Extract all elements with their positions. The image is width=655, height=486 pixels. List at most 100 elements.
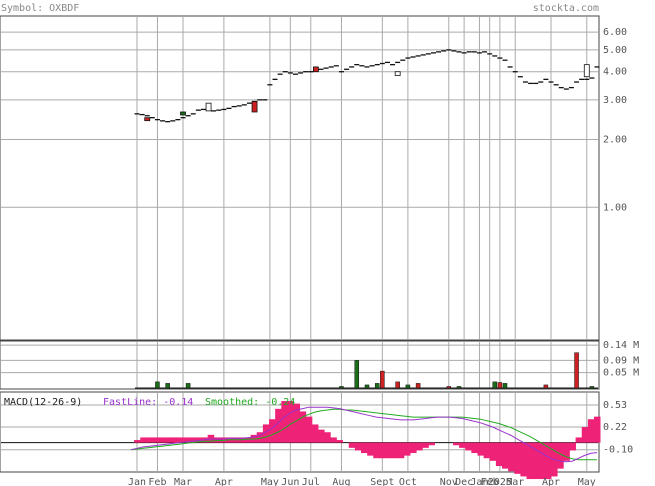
volume-bar	[589, 386, 595, 389]
price-grid	[1, 17, 598, 339]
macd-smooth-line	[130, 408, 597, 461]
macd-hist-bar	[183, 437, 190, 443]
macd-fast-label: FastLine: -0.14	[103, 397, 193, 408]
price-y-tick: 2.00	[603, 134, 627, 145]
price-series	[134, 49, 600, 123]
x-tick-label: May	[261, 477, 279, 486]
macd-hist-bar	[459, 442, 466, 448]
x-tick-label: Apr	[215, 477, 233, 486]
x-tick-label: Feb	[481, 477, 499, 486]
x-tick-label: Feb	[148, 477, 166, 486]
volume-bar	[543, 384, 549, 389]
macd-hist-bar	[189, 437, 196, 443]
price-y-tick: 4.00	[603, 67, 627, 78]
x-tick-label: Jan	[128, 477, 146, 486]
volume-bar	[155, 381, 160, 389]
volume-bar	[185, 383, 191, 389]
volume-grid	[1, 342, 598, 389]
macd-hist-bar	[569, 442, 576, 451]
macd-hist-bar	[275, 408, 282, 443]
macd-hist-bar	[170, 437, 178, 443]
x-tick-label: Oct	[399, 477, 417, 486]
x-tick-label: Mar	[174, 477, 192, 486]
macd-hist-bar	[379, 442, 386, 459]
macd-hist-bar	[514, 442, 521, 474]
volume-y-tick: 0.09 M	[603, 355, 639, 366]
macd-hist-bar	[158, 437, 166, 443]
macd-hist-bar	[367, 442, 374, 456]
x-axis-labels: Jan Feb Mar Apr May Jun Jul Aug Sept Oct NovDecJan…	[128, 477, 596, 486]
price-y-tick: 5.00	[603, 45, 627, 56]
macd-hist-bar	[594, 416, 601, 443]
macd-hist-bar	[262, 424, 270, 443]
x-tick-label: Jun	[281, 477, 299, 486]
macd-fast-line	[130, 406, 598, 463]
x-tick-label: May	[578, 477, 596, 486]
macd-hist-bar	[489, 442, 497, 461]
macd-hist-bar	[557, 442, 564, 469]
macd-hist-bar	[532, 442, 540, 480]
price-candle	[583, 64, 590, 78]
volume-bar	[502, 383, 508, 389]
x-tick-label: Apr	[542, 477, 560, 486]
macd-hist-bar	[483, 442, 491, 459]
macd-hist-bar	[477, 442, 484, 456]
macd-hist-bar	[330, 437, 337, 443]
macd-hist-bar	[281, 401, 288, 443]
x-tick-label: 2025	[488, 477, 512, 486]
x-tick-label: Nov	[440, 477, 458, 486]
price-candle	[312, 66, 319, 73]
x-tick-label: Sept	[370, 477, 394, 486]
macd-hist-bar	[526, 442, 534, 480]
x-tick-label: Jan	[470, 477, 488, 486]
macd-hist-bar	[587, 419, 595, 443]
macd-hist-bar	[269, 419, 276, 443]
macd-hist-bar	[311, 424, 319, 443]
x-tick-label: Jul	[302, 477, 320, 486]
macd-hist-bar	[293, 403, 301, 443]
volume-bar	[395, 381, 400, 389]
volume-bar	[497, 382, 503, 389]
macd-hist-bar	[520, 442, 527, 477]
macd-y-axis: 0.53 0.22 -0.10	[603, 400, 633, 456]
x-tick-label: Mar	[506, 477, 524, 486]
volume-bar	[446, 386, 452, 389]
volume-bars	[155, 352, 595, 389]
volume-y-tick: 0.14 M	[603, 340, 639, 351]
price-y-tick: 1.00	[603, 202, 627, 213]
macd-hist-bar	[544, 442, 552, 480]
volume-bar	[374, 383, 380, 389]
price-y-tick: 3.00	[603, 95, 627, 106]
macd-hist-bar	[416, 442, 423, 451]
macd-hist-bar	[575, 437, 583, 443]
volume-bar	[574, 352, 579, 389]
macd-hist-bar	[324, 432, 331, 443]
volume-panel	[0, 340, 600, 390]
macd-y-tick: 0.53	[603, 400, 627, 411]
macd-y-tick: 0.22	[603, 422, 627, 433]
macd-hist-bar	[452, 442, 460, 446]
symbol-label: Symbol: OXBDF	[1, 3, 79, 14]
macd-hist-bar	[422, 442, 429, 448]
macd-hist-bar	[140, 437, 147, 443]
macd-hist-bar	[348, 442, 356, 448]
volume-bar	[405, 384, 411, 389]
macd-y-tick: -0.10	[603, 445, 633, 456]
macd-hist-bar	[397, 442, 405, 459]
volume-bar	[380, 370, 385, 389]
macd-hist-bar	[495, 442, 503, 467]
macd-hist-bar	[336, 440, 343, 443]
macd-hist-bar	[256, 432, 264, 443]
macd-histogram	[134, 401, 601, 480]
macd-hist-bar	[361, 442, 368, 454]
volume-bar	[415, 383, 421, 389]
x-tick-label: Aug	[332, 477, 350, 486]
price-y-tick: 6.00	[603, 27, 627, 38]
price-candle	[251, 101, 258, 113]
macd-hist-bar	[152, 437, 160, 443]
macd-hist-bar	[305, 416, 313, 443]
macd-lines	[130, 406, 598, 463]
volume-bar	[354, 360, 360, 389]
price-candle	[205, 102, 212, 112]
